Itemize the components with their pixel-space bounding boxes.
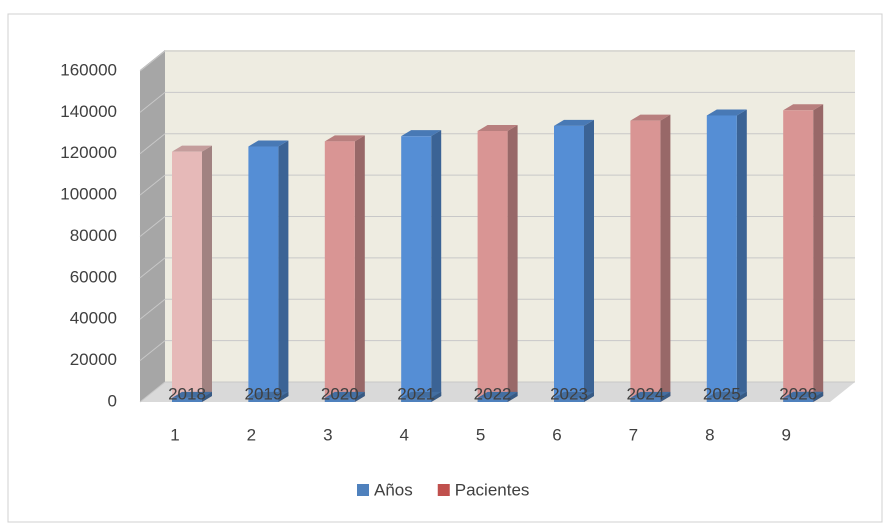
bar-side	[354, 135, 365, 402]
bar-side	[278, 391, 289, 402]
bar-top	[783, 104, 824, 111]
bar-top	[783, 391, 824, 398]
y-tick-label: 60000	[70, 267, 117, 286]
bar-top	[324, 135, 365, 142]
grid-line	[139, 298, 166, 320]
data-label: 2023	[550, 384, 588, 403]
bar-side	[202, 391, 212, 402]
x-tick-label: 8	[705, 425, 714, 444]
x-tick-label: 7	[629, 425, 638, 444]
bar	[248, 397, 279, 402]
x-tick-label: 5	[476, 425, 485, 444]
bar	[477, 397, 508, 402]
bar	[630, 120, 661, 403]
bar-side	[202, 145, 212, 402]
y-tick-label: 80000	[70, 226, 117, 245]
bar	[554, 125, 584, 403]
bar-side	[660, 114, 671, 403]
bar-top	[248, 140, 289, 147]
bar	[172, 151, 202, 402]
legend-label: Pacientes	[455, 480, 530, 499]
data-label: 2025	[703, 384, 741, 403]
x-tick-label: 3	[323, 425, 332, 444]
data-label: 2020	[321, 384, 359, 403]
data-label: 2024	[626, 384, 664, 403]
grid-line	[139, 216, 166, 237]
data-label: 2019	[244, 384, 282, 403]
bar-top	[401, 130, 442, 137]
data-label: 2026	[779, 384, 817, 403]
y-tick-label: 0	[108, 391, 117, 410]
x-tick-label: 1	[170, 425, 179, 444]
y-tick-label: 120000	[60, 143, 117, 162]
bar-top	[554, 119, 594, 126]
bar-side	[584, 119, 594, 403]
data-label: 2018	[168, 384, 206, 403]
bar-side	[736, 391, 747, 402]
bar-side	[507, 124, 518, 403]
bar	[324, 397, 355, 402]
bar-top	[706, 391, 747, 398]
bar-side	[507, 391, 518, 402]
legend-swatch	[357, 484, 369, 496]
grid-line	[139, 340, 166, 362]
bar-side	[660, 391, 671, 402]
x-tick-label: 6	[552, 425, 561, 444]
x-tick-label: 4	[399, 425, 408, 444]
bar-side	[278, 140, 289, 402]
bar-top	[172, 145, 212, 152]
grid-line	[139, 91, 166, 113]
x-tick-label: 2	[247, 425, 256, 444]
bar-side	[736, 109, 747, 403]
bar-side	[431, 391, 442, 402]
bar	[783, 397, 814, 402]
data-label: 2021	[397, 384, 435, 403]
bar	[477, 130, 508, 402]
y-tick-label: 20000	[70, 350, 117, 369]
bar-side	[584, 391, 594, 402]
y-tick-label: 100000	[60, 185, 117, 204]
bar-top	[630, 391, 671, 398]
bar-top	[554, 391, 594, 398]
bar	[630, 397, 661, 402]
bar-top	[477, 391, 518, 398]
grid-line	[139, 50, 166, 72]
bar-side	[813, 391, 824, 402]
bar-top	[706, 109, 747, 116]
legend-swatch	[437, 484, 450, 496]
grid-line	[139, 257, 166, 279]
bar-top	[324, 391, 365, 398]
bar	[172, 397, 202, 402]
bar	[706, 115, 737, 403]
grid-line	[139, 133, 166, 155]
y-tick-label: 160000	[60, 60, 117, 79]
legend-label: Años	[374, 480, 413, 499]
bar-top	[630, 114, 671, 121]
bar	[401, 136, 432, 402]
grid-line	[139, 381, 166, 403]
bar	[706, 397, 737, 402]
bar	[554, 397, 584, 402]
bar-top	[172, 391, 212, 398]
bar	[324, 141, 355, 402]
bar	[248, 146, 279, 402]
data-label: 2022	[474, 384, 512, 403]
bar-side	[813, 104, 824, 403]
bar-top	[401, 391, 442, 398]
grid-line	[139, 174, 166, 196]
y-tick-label: 40000	[70, 309, 117, 328]
bar	[783, 110, 814, 403]
y-tick-label: 140000	[60, 102, 117, 121]
bar-top	[248, 391, 289, 398]
bar-top	[477, 124, 518, 131]
bar-side	[431, 130, 442, 402]
bar-side	[354, 391, 365, 402]
x-tick-label: 9	[781, 425, 790, 444]
bar	[401, 397, 432, 402]
